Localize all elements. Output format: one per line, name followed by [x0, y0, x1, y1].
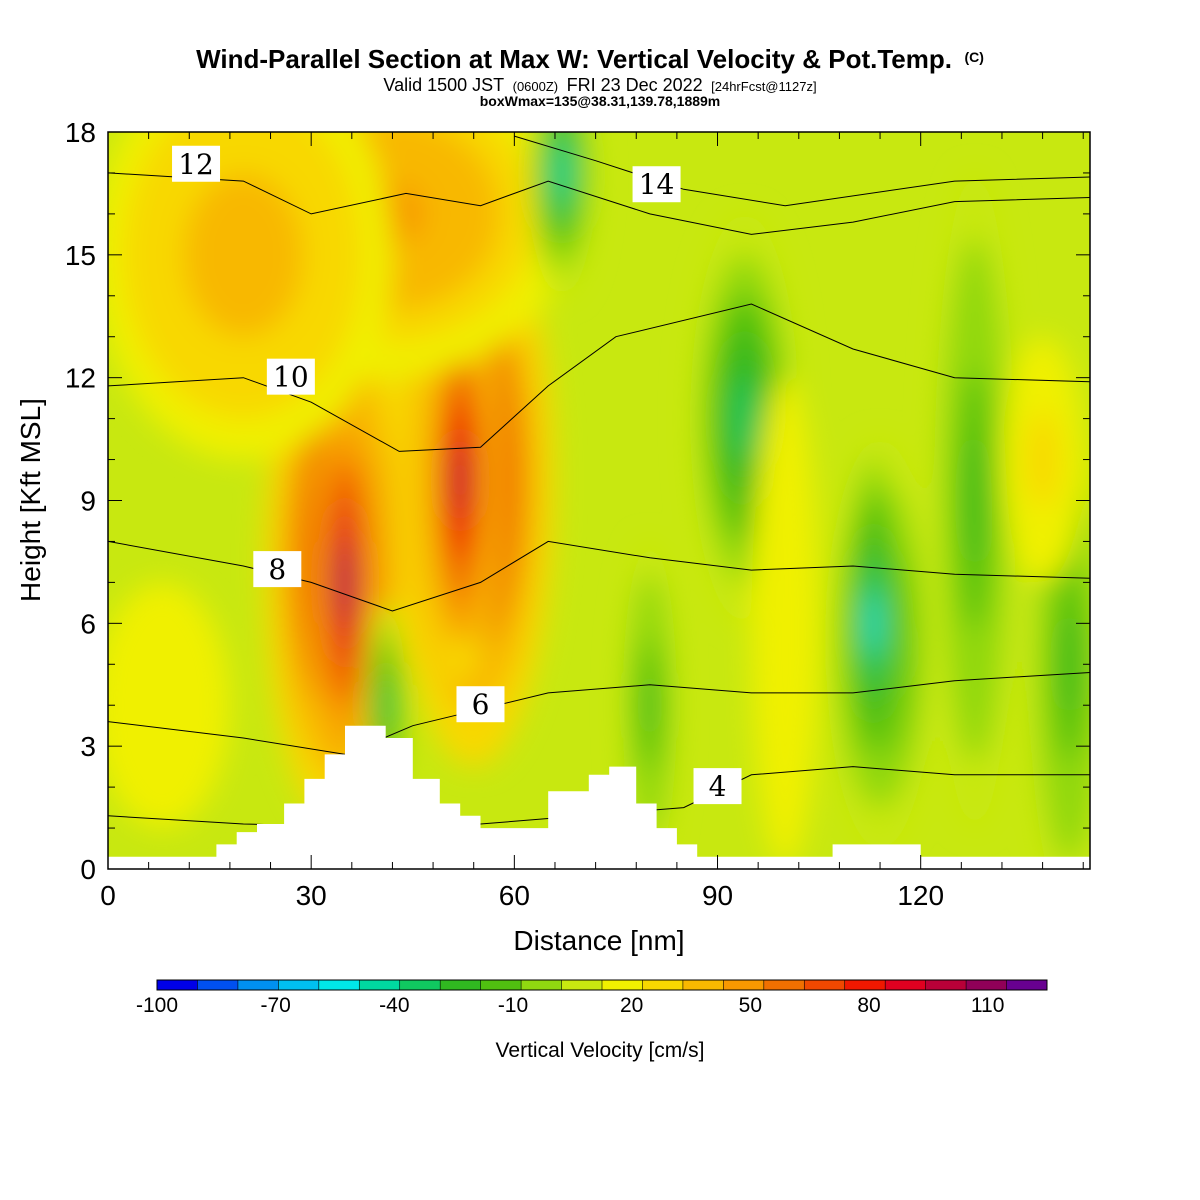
colorbar-swatch: [237, 980, 279, 990]
x-tick-label: 0: [100, 880, 116, 911]
x-tick-label: 60: [499, 880, 530, 911]
colorbar-ticks: -100 -70 -40 -10 20 50 80 110: [136, 994, 1004, 1017]
colorbar-swatch: [804, 980, 846, 990]
colorbar-swatch: [197, 980, 239, 990]
copyright-mark: (C): [964, 49, 983, 65]
theta-label-bg-5: [632, 166, 681, 203]
theta-label-4: 4: [709, 770, 727, 803]
colorbar-swatch: [157, 980, 198, 990]
colorbar-swatch: [642, 980, 684, 990]
colorbar: [156, 979, 1048, 991]
colorbar-tick-label: -40: [379, 994, 409, 1017]
colorbar-swatch: [318, 980, 360, 990]
colorbar-tick-label: -100: [136, 994, 178, 1017]
valid-label: Valid 1500 JST: [383, 75, 504, 95]
x-axis: 0 30 60 90 120: [100, 132, 1084, 911]
w-feature-6-level-4: [554, 148, 569, 198]
colorbar-label: Vertical Velocity [cm/s]: [496, 1039, 705, 1062]
y-tick-label: 18: [65, 117, 96, 148]
title-text: Wind-Parallel Section at Max W: Vertical…: [196, 44, 952, 74]
y-tick-label: 0: [80, 854, 96, 885]
valid-date: FRI 23 Dec 2022: [567, 75, 703, 95]
theta-label-bg-4: [172, 145, 221, 182]
colorbar-swatch: [844, 980, 886, 990]
colorbar-swatch: [966, 980, 1008, 990]
theta-label-8: 8: [268, 553, 286, 586]
w-feature-9-level-4: [867, 590, 879, 657]
w-feature-16-level-4: [148, 680, 176, 730]
x-tick-label: 90: [702, 880, 733, 911]
x-axis-label: Distance [nm]: [513, 925, 684, 956]
w-feature-12-level-4: [778, 574, 793, 673]
terrain: [108, 725, 1090, 869]
theta-label-bg-2: [253, 551, 302, 588]
colorbar-swatch: [480, 980, 522, 990]
colorbar-tick-label: 20: [620, 994, 643, 1017]
colorbar-swatch: [925, 980, 967, 990]
theta-contour-14: [514, 135, 1090, 207]
theta-contour-12: [108, 172, 1090, 235]
forecast-info: [24hrFcst@1127z]: [711, 79, 816, 94]
theta-contour-6: [108, 672, 1090, 755]
theta-label-14: 14: [639, 168, 675, 201]
w-feature-15-level-4: [213, 213, 274, 296]
colorbar-tick-label: -10: [498, 994, 528, 1017]
chart-title: Wind-Parallel Section at Max W: Vertical…: [196, 44, 984, 74]
colorbar-swatch: [723, 980, 765, 990]
colorbar-swatch: [359, 980, 401, 990]
colorbar-swatch: [440, 980, 482, 990]
vertical-velocity-field: [108, 132, 1090, 869]
theta-label-12: 12: [178, 148, 214, 181]
w-feature-11-level-4: [1061, 615, 1078, 714]
boxwmax-subtitle: boxWmax=135@38.31,139.78,1889m: [480, 93, 721, 109]
colorbar-tick-label: 110: [971, 994, 1004, 1017]
colorbar-tick-label: 80: [857, 994, 880, 1017]
colorbar-tick-label: -70: [260, 994, 290, 1017]
colorbar-swatch: [399, 980, 441, 990]
valid-time-line: Valid 1500 JST (0600Z) FRI 23 Dec 2022 […: [383, 75, 816, 95]
w-feature-13-level-4: [1034, 434, 1051, 485]
colorbar-swatch: [682, 980, 724, 990]
y-tick-label: 12: [65, 363, 96, 394]
colorbar-swatch: [1006, 980, 1048, 990]
y-tick-label: 15: [65, 240, 96, 271]
colorbar-swatch: [885, 980, 927, 990]
x-tick-label: 120: [897, 880, 944, 911]
y-axis: 0 3 6 9 12 15 18: [65, 117, 1090, 885]
theta-contour-labels: 4 6 8 10 12 14: [172, 145, 742, 805]
y-tick-label: 6: [80, 608, 96, 639]
y-tick-label: 9: [80, 486, 96, 517]
theta-label-bg-1: [456, 686, 505, 723]
theta-label-6: 6: [472, 688, 490, 721]
w-feature-1-level-4: [338, 541, 352, 624]
theta-label-bg-3: [266, 358, 315, 395]
w-feature-14-level-4: [644, 672, 656, 738]
colorbar-swatch: [521, 980, 563, 990]
x-tick-label: 30: [296, 880, 327, 911]
theta-label-10: 10: [273, 361, 309, 394]
valid-utc: (0600Z): [513, 79, 559, 94]
colorbar-swatch: [561, 980, 603, 990]
w-feature-3-level-4: [452, 439, 468, 521]
w-feature-7-level-4: [733, 377, 756, 460]
w-feature-5-level-4: [381, 684, 390, 726]
colorbar-swatch: [763, 980, 805, 990]
y-tick-label: 3: [80, 731, 96, 762]
colorbar-swatch: [278, 980, 320, 990]
colorbar-swatch: [602, 980, 643, 990]
w-feature-10-level-4: [966, 434, 983, 567]
theta-label-bg-0: [693, 768, 742, 805]
y-axis-label: Height [Kft MSL]: [15, 398, 46, 602]
colorbar-tick-label: 50: [739, 994, 762, 1017]
plot-field: [108, 132, 1090, 869]
